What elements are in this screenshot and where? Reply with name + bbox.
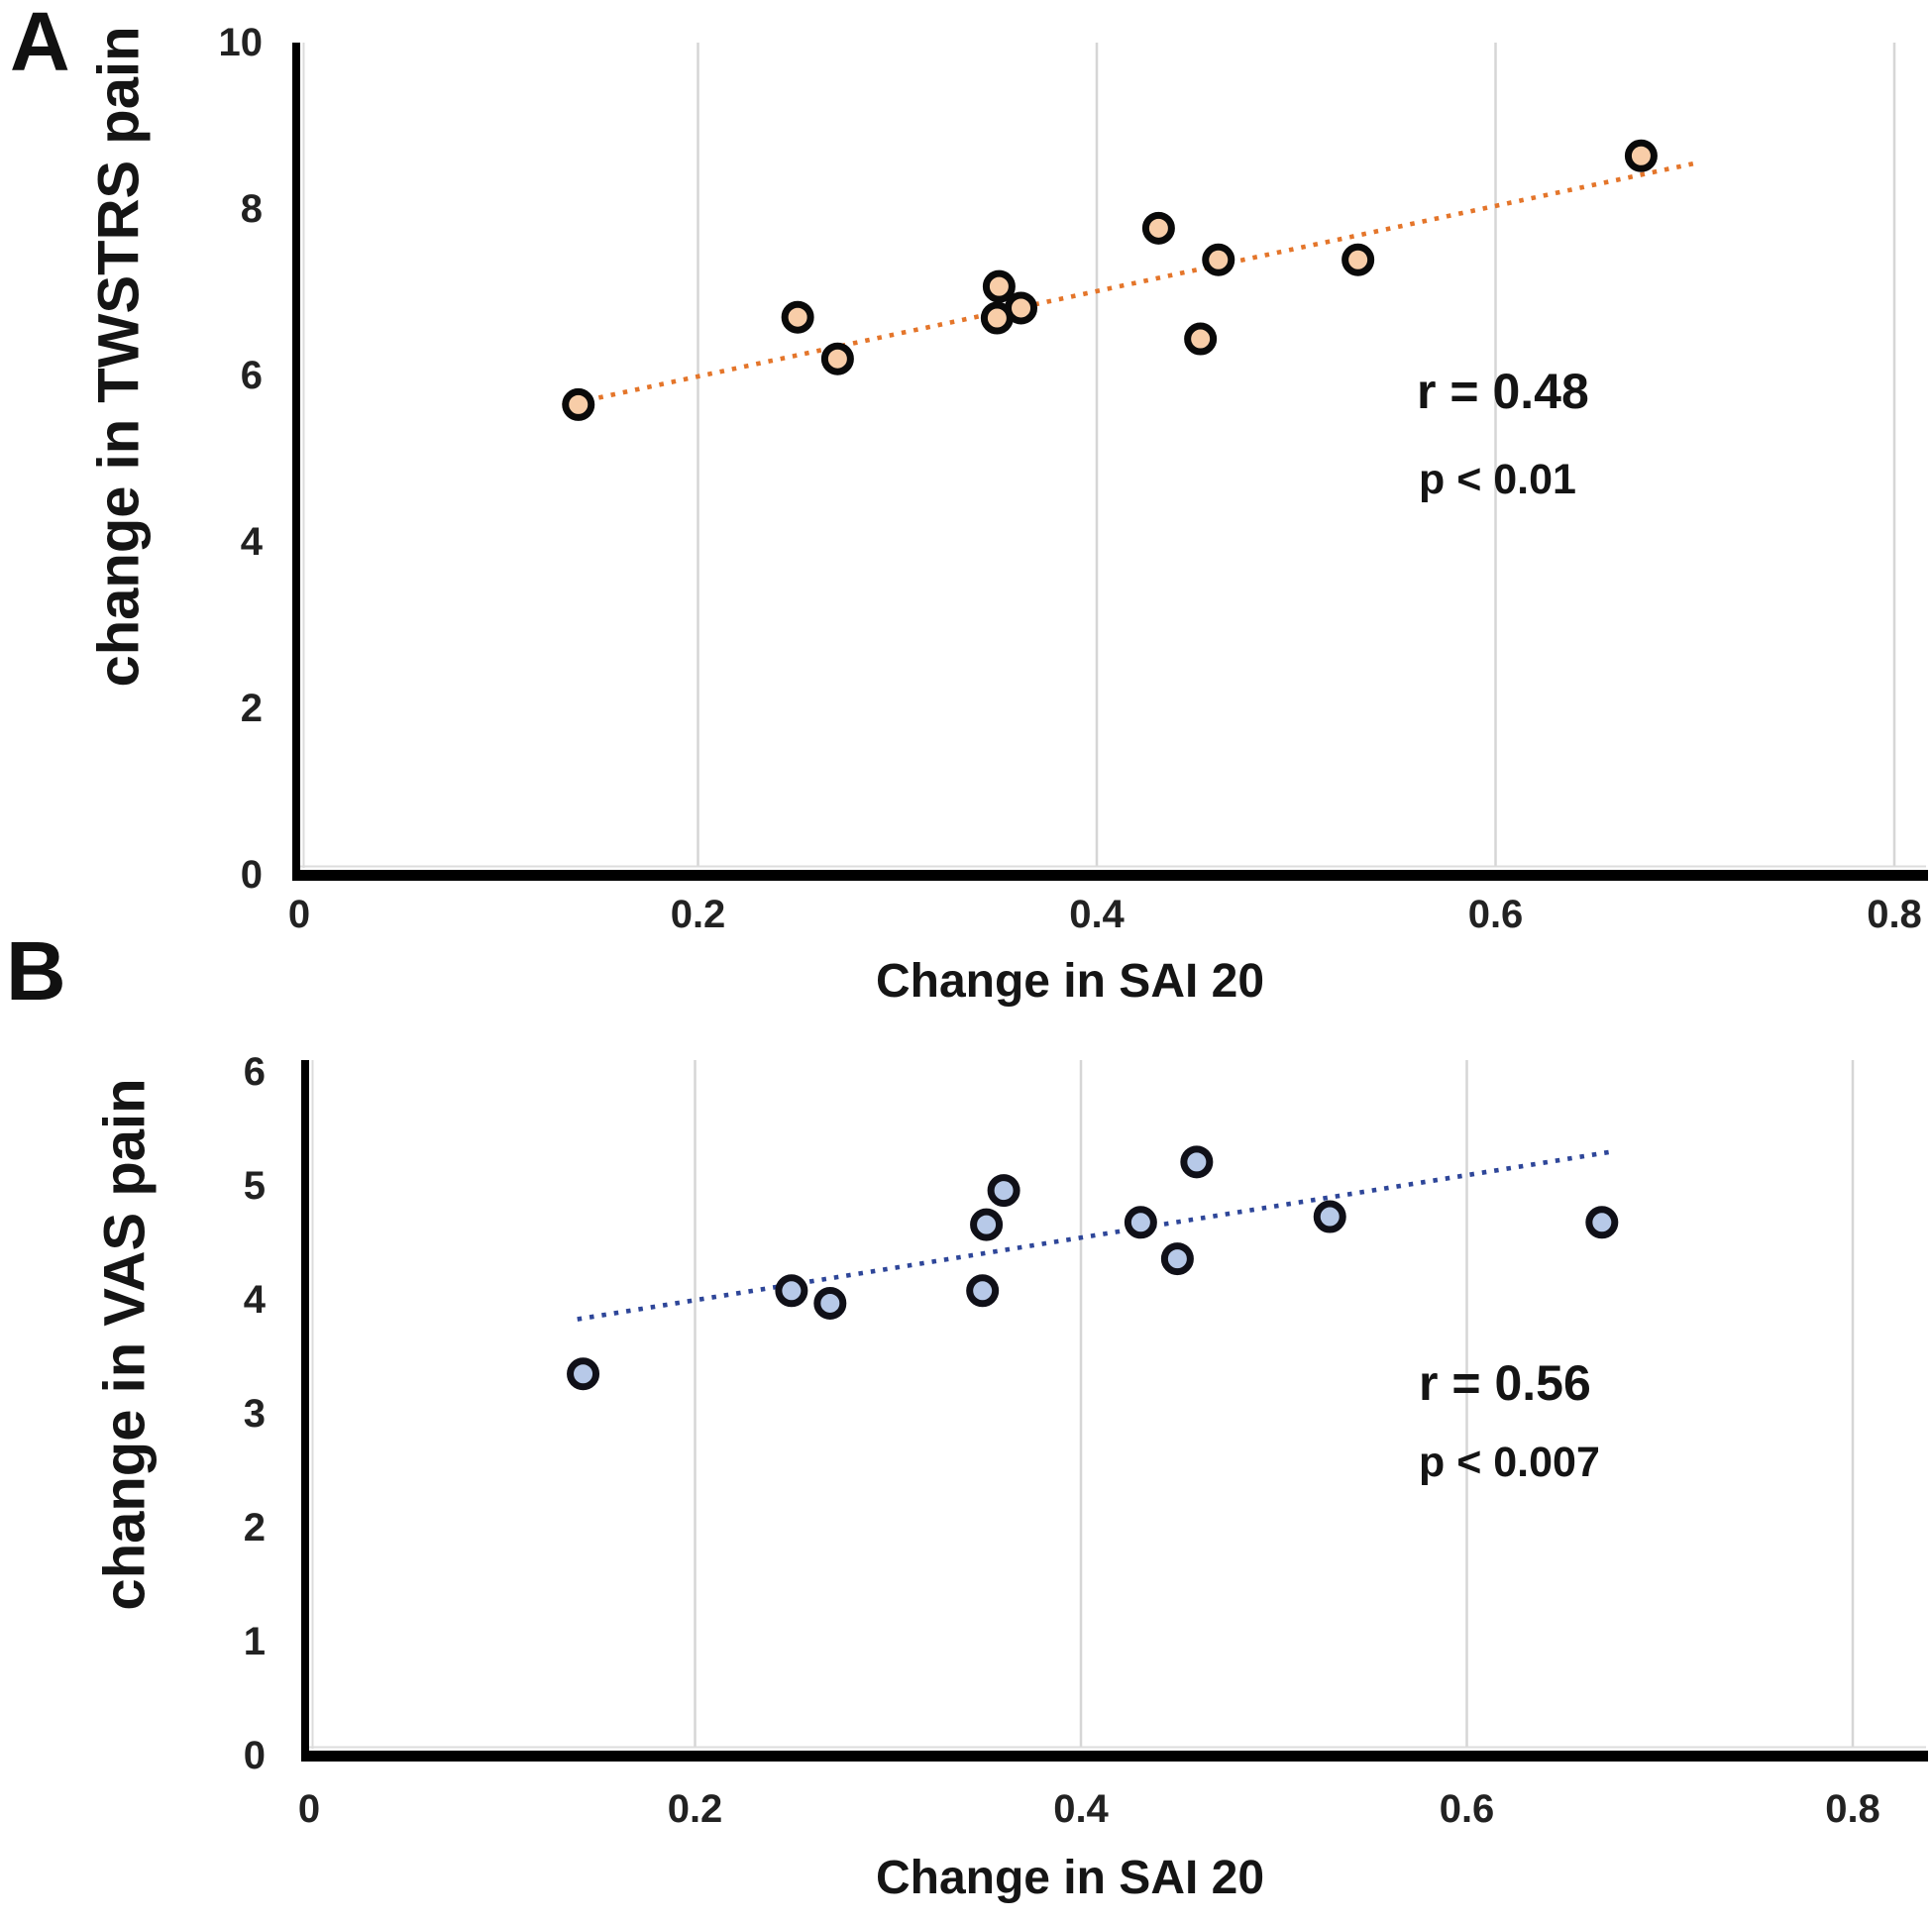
panel-a-r-annotation: r = 0.48 bbox=[1417, 364, 1589, 419]
y-tick-label: 2 bbox=[243, 1506, 266, 1550]
panel-a-p-annotation: p < 0.01 bbox=[1419, 456, 1576, 503]
y-tick-label: 0 bbox=[240, 853, 263, 897]
x-tick-label: 0.2 bbox=[670, 893, 726, 936]
y-axis-line bbox=[292, 43, 300, 881]
x-axis-line bbox=[301, 1751, 1928, 1762]
y-tick-label: 10 bbox=[218, 21, 264, 64]
data-point bbox=[1005, 291, 1038, 325]
x-tick-label: 0.6 bbox=[1439, 1787, 1495, 1831]
data-point bbox=[1141, 211, 1175, 245]
data-point bbox=[781, 300, 814, 334]
x-tick-label: 0.4 bbox=[1053, 1787, 1109, 1831]
data-point bbox=[1160, 1242, 1194, 1276]
trend-line bbox=[577, 1149, 1612, 1322]
data-point bbox=[813, 1286, 847, 1320]
data-point bbox=[567, 1357, 600, 1391]
data-point bbox=[982, 269, 1016, 303]
x-axis-line bbox=[292, 870, 1928, 881]
data-point bbox=[562, 387, 595, 421]
data-point bbox=[1313, 1200, 1346, 1233]
y-tick-label: 2 bbox=[240, 687, 263, 730]
y-tick-label: 4 bbox=[240, 520, 263, 564]
x-tick-label: 0 bbox=[287, 893, 311, 936]
data-point bbox=[987, 1174, 1020, 1208]
x-tick-label: 0 bbox=[297, 1787, 321, 1831]
data-point bbox=[1124, 1206, 1157, 1239]
y-tick-label: 6 bbox=[243, 1050, 266, 1094]
y-tick-label: 1 bbox=[243, 1620, 266, 1663]
panel-a-x-axis-title: Change in SAI 20 bbox=[875, 955, 1265, 1008]
data-point bbox=[820, 342, 854, 375]
data-point bbox=[1342, 243, 1375, 276]
y-tick-label: 3 bbox=[243, 1392, 266, 1436]
y-tick-label: 0 bbox=[243, 1734, 266, 1777]
panel-a-letter: A bbox=[10, 0, 70, 88]
x-tick-label: 0.6 bbox=[1467, 893, 1524, 936]
x-tick-label: 0.4 bbox=[1069, 893, 1125, 936]
data-point bbox=[970, 1208, 1004, 1241]
x-tick-label: 0.8 bbox=[1825, 1787, 1880, 1831]
data-point bbox=[1184, 322, 1218, 356]
panel-b-r-annotation: r = 0.56 bbox=[1419, 1355, 1591, 1411]
data-point bbox=[1180, 1145, 1214, 1179]
data-point bbox=[966, 1274, 1000, 1308]
y-tick-label: 6 bbox=[240, 354, 263, 397]
y-tick-label: 5 bbox=[243, 1164, 266, 1208]
data-point bbox=[775, 1274, 808, 1308]
data-point bbox=[1202, 243, 1235, 276]
y-tick-label: 4 bbox=[243, 1278, 266, 1322]
x-tick-label: 0.2 bbox=[667, 1787, 723, 1831]
panel-b-p-annotation: p < 0.007 bbox=[1419, 1439, 1600, 1486]
panel-b-letter: B bbox=[6, 924, 66, 1017]
y-axis-line bbox=[301, 1060, 309, 1762]
data-point bbox=[1624, 139, 1658, 172]
y-tick-label: 8 bbox=[240, 187, 263, 231]
panel-b-x-axis-title: Change in SAI 20 bbox=[875, 1852, 1265, 1904]
data-point bbox=[1585, 1206, 1619, 1239]
x-tick-label: 0.8 bbox=[1867, 893, 1922, 936]
